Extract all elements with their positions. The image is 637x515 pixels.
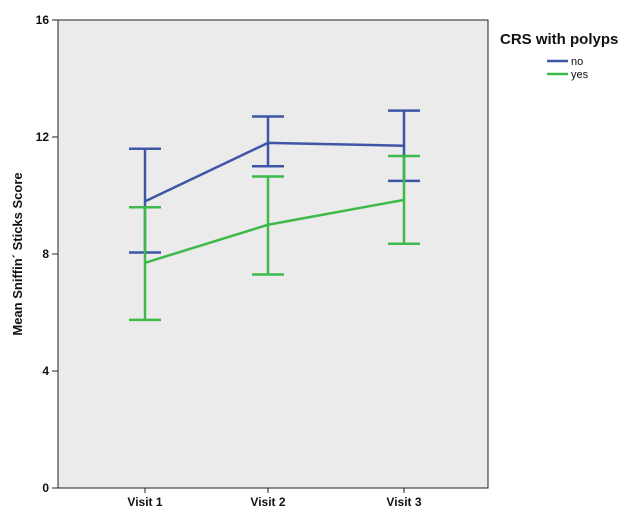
x-tick-label: Visit 2 xyxy=(250,495,285,509)
y-tick-label: 8 xyxy=(42,247,49,261)
series-line-no xyxy=(144,141,405,203)
legend-label: no xyxy=(571,56,583,68)
plot-area xyxy=(57,19,489,489)
x-tick-label: Visit 3 xyxy=(386,495,421,509)
error-bar xyxy=(129,205,161,322)
legend-title: CRS with polyps xyxy=(500,31,618,48)
x-tick-label: Visit 1 xyxy=(127,495,162,509)
y-tick-label: 0 xyxy=(42,481,49,495)
y-tick-label: 16 xyxy=(36,13,50,27)
y-tick-label: 12 xyxy=(36,130,50,144)
y-axis-title: Mean Sniffin´ Sticks Score xyxy=(10,172,25,335)
x-axis: Visit 1 Visit 2 Visit 3 xyxy=(127,488,422,509)
series-yes xyxy=(129,154,420,322)
error-bar xyxy=(252,115,284,168)
legend-item: no xyxy=(547,56,583,68)
y-tick-label: 4 xyxy=(42,364,49,378)
y-axis: 0 4 8 12 16 xyxy=(36,13,58,495)
series-line-yes xyxy=(144,198,405,264)
series-layer xyxy=(129,109,420,322)
legend-item: yes xyxy=(547,69,589,81)
legend-label: yes xyxy=(571,69,589,81)
